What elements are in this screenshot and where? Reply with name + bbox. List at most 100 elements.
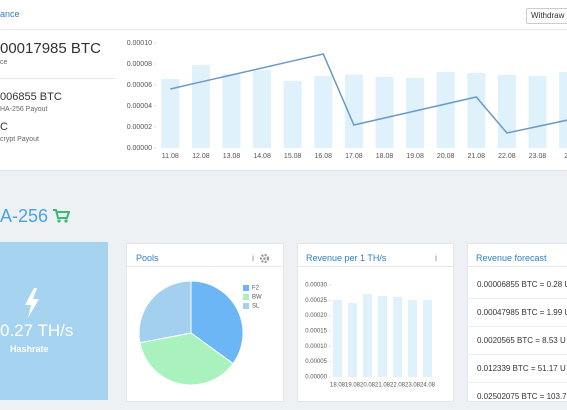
x-tick-label: 19.08 bbox=[406, 153, 424, 160]
payout-amount: C bbox=[0, 121, 8, 133]
card-title: Pools bbox=[136, 253, 159, 263]
y-tick-label: 0.00025 bbox=[305, 298, 327, 304]
bar bbox=[344, 74, 363, 148]
x-tick-label: 12.08 bbox=[192, 153, 210, 160]
divider bbox=[467, 266, 567, 267]
x-tick-label: 24.08 bbox=[420, 383, 436, 389]
legend-swatch bbox=[243, 285, 249, 291]
payout-label: HA-256 Payout bbox=[0, 106, 48, 113]
balance-header bbox=[0, 0, 567, 30]
bar bbox=[378, 296, 387, 377]
x-tick-label: 23.08 bbox=[405, 383, 421, 389]
forecast-row: 0.00047985 BTC = 1.99 U bbox=[477, 308, 567, 317]
x-tick-label: 18.08 bbox=[330, 383, 346, 389]
divider bbox=[467, 298, 567, 299]
y-tick-label: 0.00002 bbox=[127, 124, 152, 131]
y-tick-label: 0.00010 bbox=[305, 344, 327, 350]
withdraw-button[interactable]: Withdraw bbox=[526, 8, 567, 24]
bar bbox=[283, 81, 302, 148]
y-tick-label: 0.00020 bbox=[305, 313, 327, 319]
bar bbox=[497, 75, 516, 148]
legend-label: SL bbox=[252, 304, 260, 310]
hashrate-tile bbox=[0, 242, 108, 400]
y-tick-label: 0.00005 bbox=[305, 359, 327, 365]
bar bbox=[559, 71, 567, 148]
pie-slice bbox=[138, 280, 192, 344]
legend-swatch bbox=[243, 303, 249, 309]
forecast-row: 0.0020565 BTC = 8.53 U bbox=[477, 336, 566, 345]
divider bbox=[467, 382, 567, 383]
divider bbox=[467, 326, 567, 327]
forecast-row: 0.012339 BTC = 51.17 U bbox=[477, 364, 566, 373]
hashrate-value: 0.27 TH/s bbox=[0, 321, 74, 340]
x-tick-label: 16.08 bbox=[315, 153, 333, 160]
bar bbox=[314, 75, 333, 148]
lightning-icon bbox=[25, 288, 39, 318]
divider bbox=[0, 78, 115, 79]
y-tick-label: 0.00006 bbox=[127, 82, 152, 89]
x-tick-label: 18.08 bbox=[376, 153, 394, 160]
payout-label: crypt Payout bbox=[0, 136, 39, 143]
x-tick-label: 21.08 bbox=[468, 153, 486, 160]
x-tick-label: 15.08 bbox=[284, 153, 302, 160]
balance-total: 00017985 BTC bbox=[0, 40, 101, 57]
legend-label: BW bbox=[252, 295, 262, 301]
bar bbox=[408, 300, 417, 377]
y-tick-label: 0.00000 bbox=[305, 375, 327, 381]
card-title: Revenue per 1 TH/s bbox=[306, 253, 387, 263]
divider bbox=[126, 266, 284, 267]
pie-slice bbox=[190, 280, 244, 365]
y-tick-label: 0.00008 bbox=[127, 61, 152, 68]
cart-icon bbox=[53, 209, 70, 223]
legend-swatch bbox=[243, 294, 249, 300]
x-tick-label: 22.08 bbox=[390, 383, 406, 389]
card-title: Revenue forecast bbox=[476, 253, 547, 263]
bar bbox=[375, 77, 394, 148]
info-icon[interactable]: i bbox=[435, 253, 437, 263]
x-tick-label: 21.08 bbox=[375, 383, 391, 389]
balance-total-label: ce bbox=[0, 59, 8, 66]
x-tick-label: 14.08 bbox=[253, 153, 271, 160]
payout-amount: 006855 BTC bbox=[0, 91, 62, 103]
y-tick-label: 0.00015 bbox=[305, 329, 327, 335]
x-tick-label: 13.08 bbox=[223, 153, 241, 160]
info-icon[interactable]: i bbox=[252, 253, 254, 263]
bar bbox=[423, 300, 432, 377]
bar bbox=[467, 73, 486, 148]
panel-title: ance bbox=[0, 9, 20, 19]
bar bbox=[436, 71, 455, 148]
divider bbox=[297, 266, 454, 267]
bar bbox=[161, 79, 180, 148]
bar bbox=[393, 296, 402, 377]
forecast-card bbox=[467, 243, 567, 402]
bar bbox=[222, 73, 241, 148]
x-tick-label: 19.08 bbox=[345, 383, 361, 389]
bar bbox=[348, 303, 357, 377]
y-tick-label: 0.00010 bbox=[127, 40, 152, 47]
forecast-row: 0.00006855 BTC = 0.28 U bbox=[477, 280, 567, 289]
x-tick-label: 17.08 bbox=[345, 153, 363, 160]
bar bbox=[253, 70, 272, 148]
x-tick-label: 22.08 bbox=[498, 153, 516, 160]
x-tick-label: 23.08 bbox=[529, 153, 547, 160]
divider bbox=[467, 354, 567, 355]
pie-slice bbox=[139, 332, 234, 386]
bar bbox=[363, 293, 372, 377]
y-tick-label: 0.00000 bbox=[127, 145, 152, 152]
hashrate-label: Hashrate bbox=[10, 344, 49, 354]
x-tick-label: 24 bbox=[564, 153, 567, 160]
bar bbox=[333, 300, 342, 377]
bar bbox=[191, 65, 210, 148]
bar bbox=[528, 75, 547, 148]
y-tick-label: 0.00030 bbox=[305, 283, 327, 289]
x-tick-label: 11.08 bbox=[162, 153, 179, 160]
section-title: A-256 bbox=[0, 206, 49, 226]
bar bbox=[406, 77, 425, 148]
x-tick-label: 20.08 bbox=[437, 153, 455, 160]
y-tick-label: 0.00004 bbox=[127, 103, 152, 110]
x-tick-label: 20.08 bbox=[360, 383, 376, 389]
gear-icon[interactable] bbox=[259, 253, 270, 264]
forecast-row: 0.02502075 BTC = 103.7 bbox=[477, 392, 567, 401]
